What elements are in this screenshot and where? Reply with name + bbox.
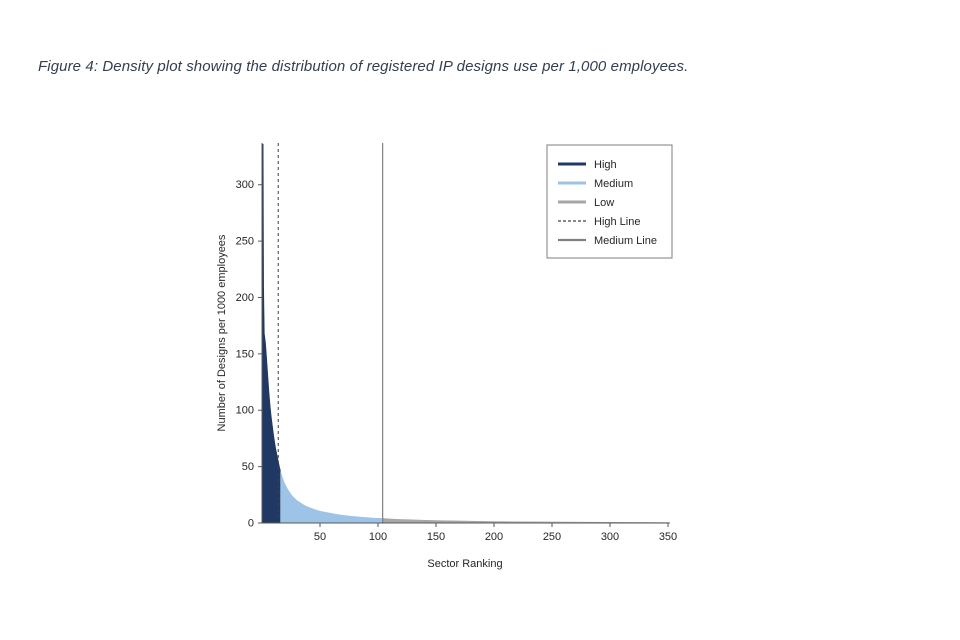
- legend-item-high: High: [558, 159, 617, 171]
- legend-label: High: [594, 159, 617, 171]
- y-tick-label: 300: [236, 179, 254, 191]
- legend-label: Medium Line: [594, 235, 657, 247]
- y-tick-label: 100: [236, 405, 254, 417]
- legend-item-medium-line: Medium Line: [558, 235, 657, 247]
- y-tick-label: 50: [242, 461, 254, 473]
- y-tick-label: 0: [248, 518, 254, 530]
- x-axis-title: Sector Ranking: [427, 558, 502, 570]
- y-tick-label: 250: [236, 236, 254, 248]
- y-tick-label: 200: [236, 292, 254, 304]
- x-tick-label: 150: [427, 531, 445, 543]
- x-tick-label: 300: [601, 531, 619, 543]
- x-tick-label: 250: [543, 531, 561, 543]
- x-tick-label: 200: [485, 531, 503, 543]
- legend-label: High Line: [594, 216, 640, 228]
- figure-caption: Figure 4: Density plot showing the distr…: [38, 58, 689, 75]
- x-tick-label: 50: [314, 531, 326, 543]
- legend-item-medium: Medium: [558, 178, 633, 190]
- legend-label: Low: [594, 197, 614, 209]
- x-tick-label: 350: [659, 531, 677, 543]
- series-high-area: [261, 143, 281, 524]
- series-low-area: [382, 518, 669, 524]
- x-tick-label: 100: [369, 531, 387, 543]
- y-tick-label: 150: [236, 348, 254, 360]
- legend-label: Medium: [594, 178, 633, 190]
- legend-item-low: Low: [558, 197, 614, 209]
- y-axis-title: Number of Designs per 1000 employees: [216, 234, 228, 431]
- legend-item-high-line: High Line: [558, 216, 640, 228]
- series-medium-area: [280, 471, 383, 524]
